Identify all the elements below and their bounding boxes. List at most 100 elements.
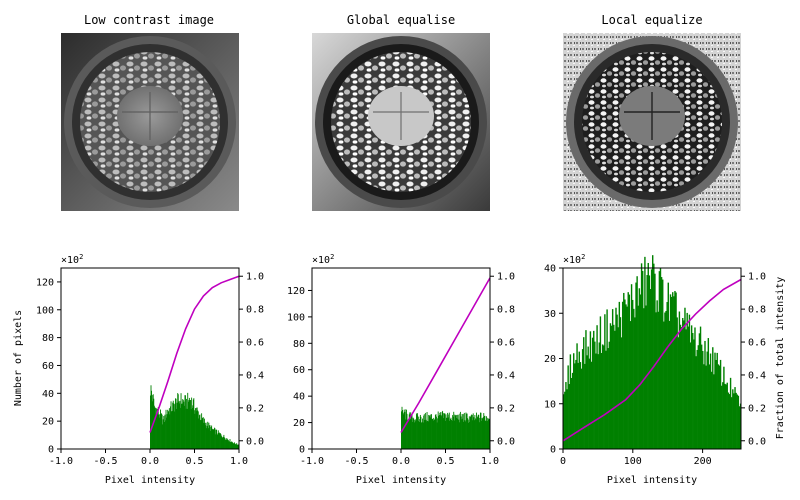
histogram-bar [596,325,598,449]
histogram-bar [659,268,662,449]
histogram-bar [230,441,232,449]
histogram-bar [695,356,697,449]
histogram-bar [439,412,441,449]
histogram-bar [657,311,659,449]
histogram-bar [468,419,470,449]
histogram-bar [407,420,409,449]
x-tick-label: 0.0 [392,456,410,467]
x-axis-label-3: Pixel intensity [607,475,697,486]
histogram-bar [183,405,185,449]
histogram-bar [211,425,213,449]
histogram-bar [165,409,167,449]
histogram-bar [171,410,173,449]
y2-tick-label: 0.4 [748,370,766,381]
histogram-bar [462,418,464,449]
histogram-bar [161,413,163,449]
histogram-bar [598,342,601,449]
y-tick-label: 20 [293,418,305,429]
histogram-bar [595,353,597,449]
histogram-bar [729,377,732,449]
histogram-bar [167,409,169,449]
histogram-bar [480,412,482,449]
histogram-bar [163,416,165,449]
histogram-bar [183,401,185,449]
y-tick-label: 100 [287,312,305,323]
y-tick-label: 100 [36,305,54,316]
y2-tick-label: 0.6 [497,338,515,349]
histogram-bar [477,414,479,449]
histogram-bar [605,350,607,449]
histogram-bar [221,437,223,449]
histogram-bar [416,415,418,449]
histogram-bar [169,414,171,449]
histogram-bar [567,365,569,449]
histogram-bar [177,393,179,449]
histogram-bar [456,414,458,449]
histogram-bar [459,413,461,449]
histogram-bar [470,415,472,449]
y-multiplier: ×102 [563,253,585,266]
histogram-bar [464,420,466,449]
histogram-bar [422,418,424,449]
y2-tick-label: 0.2 [246,403,264,414]
x-axis-label-1: Pixel intensity [105,475,195,486]
histogram-bar [458,422,460,449]
histogram-bar [426,411,428,449]
histogram-bar [468,416,470,449]
histogram-bar [563,394,565,449]
histogram-bar [173,411,175,449]
histogram-bar [185,408,187,449]
histogram-bar [230,442,231,449]
histogram-bar [656,300,658,449]
histogram-bar [181,403,183,449]
x-tick-label: 1.0 [481,456,499,467]
histogram-bar [564,391,566,449]
histogram-bar [157,407,159,449]
histogram-bar [160,409,161,449]
y2-tick-label: 0.2 [497,403,515,414]
histogram-bar [407,419,409,449]
histogram-bar [454,414,456,449]
histogram-bar [171,411,173,449]
histogram-bar [165,420,166,449]
histogram-bar [433,419,435,449]
histogram-bar [459,411,461,449]
x-tick-label: 100 [624,456,642,467]
histogram-bar [409,412,411,449]
histogram-bar [714,352,716,449]
histogram-bar [675,292,677,449]
histogram-bar [452,415,454,449]
histogram-bar [649,289,652,449]
histogram-bar [451,419,452,449]
histogram-bar [613,324,615,449]
histogram-bar [738,406,741,449]
histogram-bar [728,394,731,449]
histogram-bar [590,361,593,449]
histogram-bar [692,332,694,449]
histogram-bar [453,411,455,449]
histogram-bar [233,442,235,449]
histogram-bar [190,400,191,449]
histogram-bar [215,434,216,449]
histogram-bar [607,348,609,449]
histogram-bar [696,349,698,449]
histogram-bar [176,402,178,449]
histogram-bar [609,323,612,449]
histogram-bar [418,419,420,449]
histogram-bar [208,425,210,449]
x-tick-label: -0.5 [93,456,117,467]
histogram-bar [568,384,570,449]
histogram-bar [733,393,735,449]
histogram-bar [200,419,202,449]
histogram-bar [702,350,704,449]
histogram-bar [225,439,226,449]
histogram-bar [429,417,431,449]
histogram-bar [601,344,604,449]
histogram-bar [234,443,236,449]
cdf-line [149,275,240,433]
histogram-bar [406,409,407,449]
histogram-bar [414,419,416,449]
histogram-bar [483,416,485,449]
histogram-bar [166,414,168,449]
histogram-bar [447,414,449,449]
